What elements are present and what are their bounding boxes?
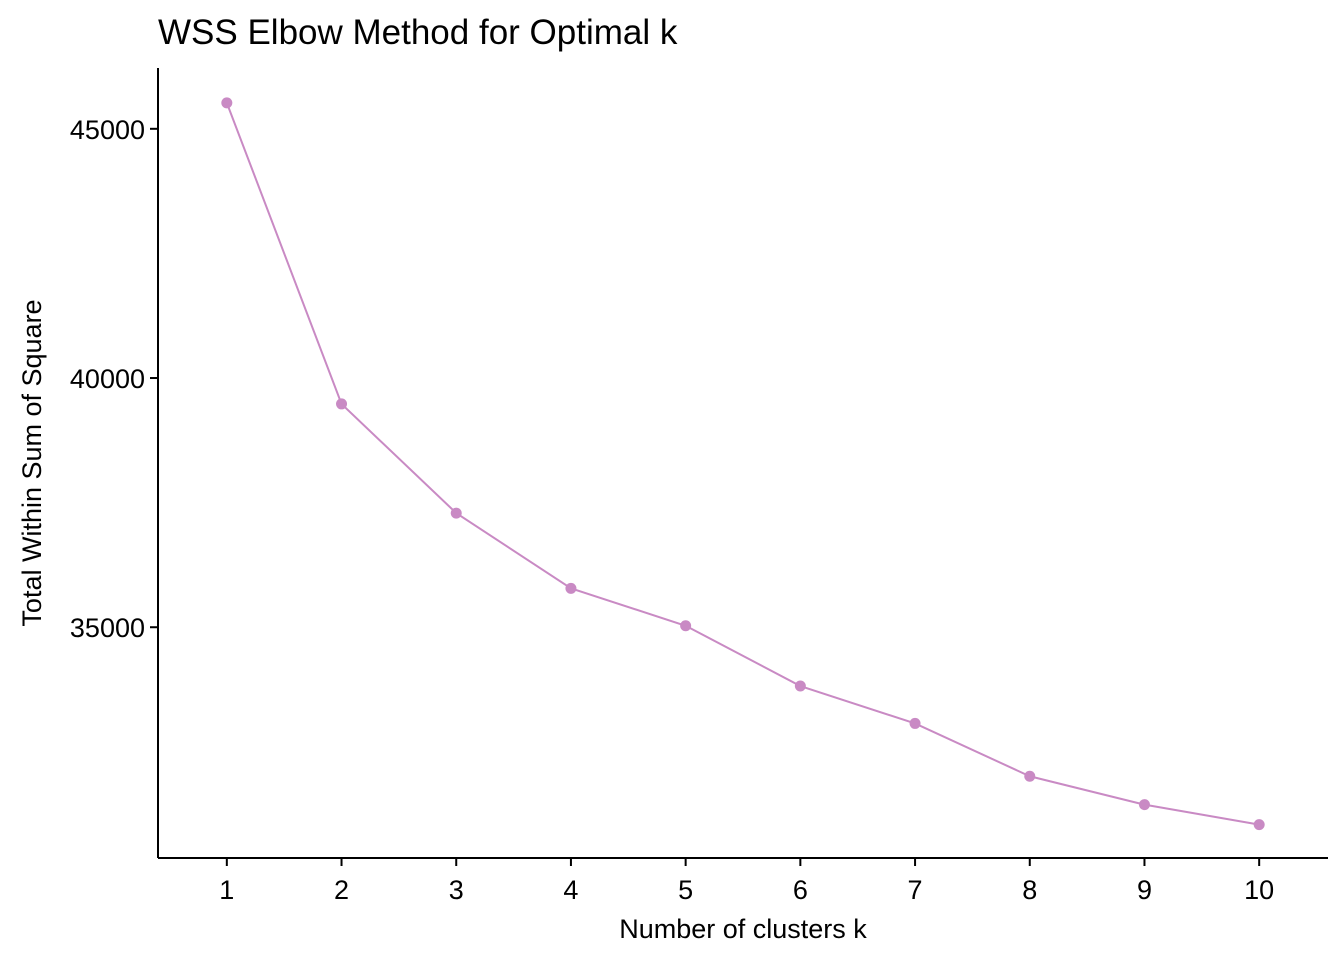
data-points (221, 97, 1265, 831)
x-tick-label: 1 (219, 875, 234, 905)
x-tick-label: 8 (1022, 875, 1037, 905)
x-axis-ticks: 1 2 3 4 5 6 7 8 9 10 (219, 858, 1274, 905)
data-point (565, 582, 577, 594)
data-point (221, 97, 233, 109)
y-tick-label: 40000 (70, 364, 145, 394)
x-tick-label: 2 (334, 875, 349, 905)
x-tick-label: 10 (1244, 875, 1274, 905)
data-point (794, 680, 806, 692)
data-point (1024, 770, 1036, 782)
x-tick-label: 6 (793, 875, 808, 905)
y-tick-label: 35000 (70, 613, 145, 643)
series-line (225, 102, 1260, 826)
chart-title: WSS Elbow Method for Optimal k (158, 13, 678, 52)
x-tick-label: 9 (1137, 875, 1152, 905)
x-tick-label: 3 (449, 875, 464, 905)
y-axis-title: Total Within Sum of Square (17, 299, 47, 626)
data-point (450, 507, 462, 519)
data-point (909, 717, 921, 729)
y-tick-label: 45000 (70, 115, 145, 145)
data-point (1138, 799, 1150, 811)
data-point (1253, 819, 1265, 831)
data-point (680, 620, 692, 632)
x-tick-label: 5 (678, 875, 693, 905)
y-axis-ticks: 35000 40000 45000 (70, 115, 158, 643)
data-point (336, 398, 348, 410)
x-tick-label: 7 (908, 875, 923, 905)
x-tick-label: 4 (563, 875, 578, 905)
x-axis-title: Number of clusters k (619, 914, 867, 944)
